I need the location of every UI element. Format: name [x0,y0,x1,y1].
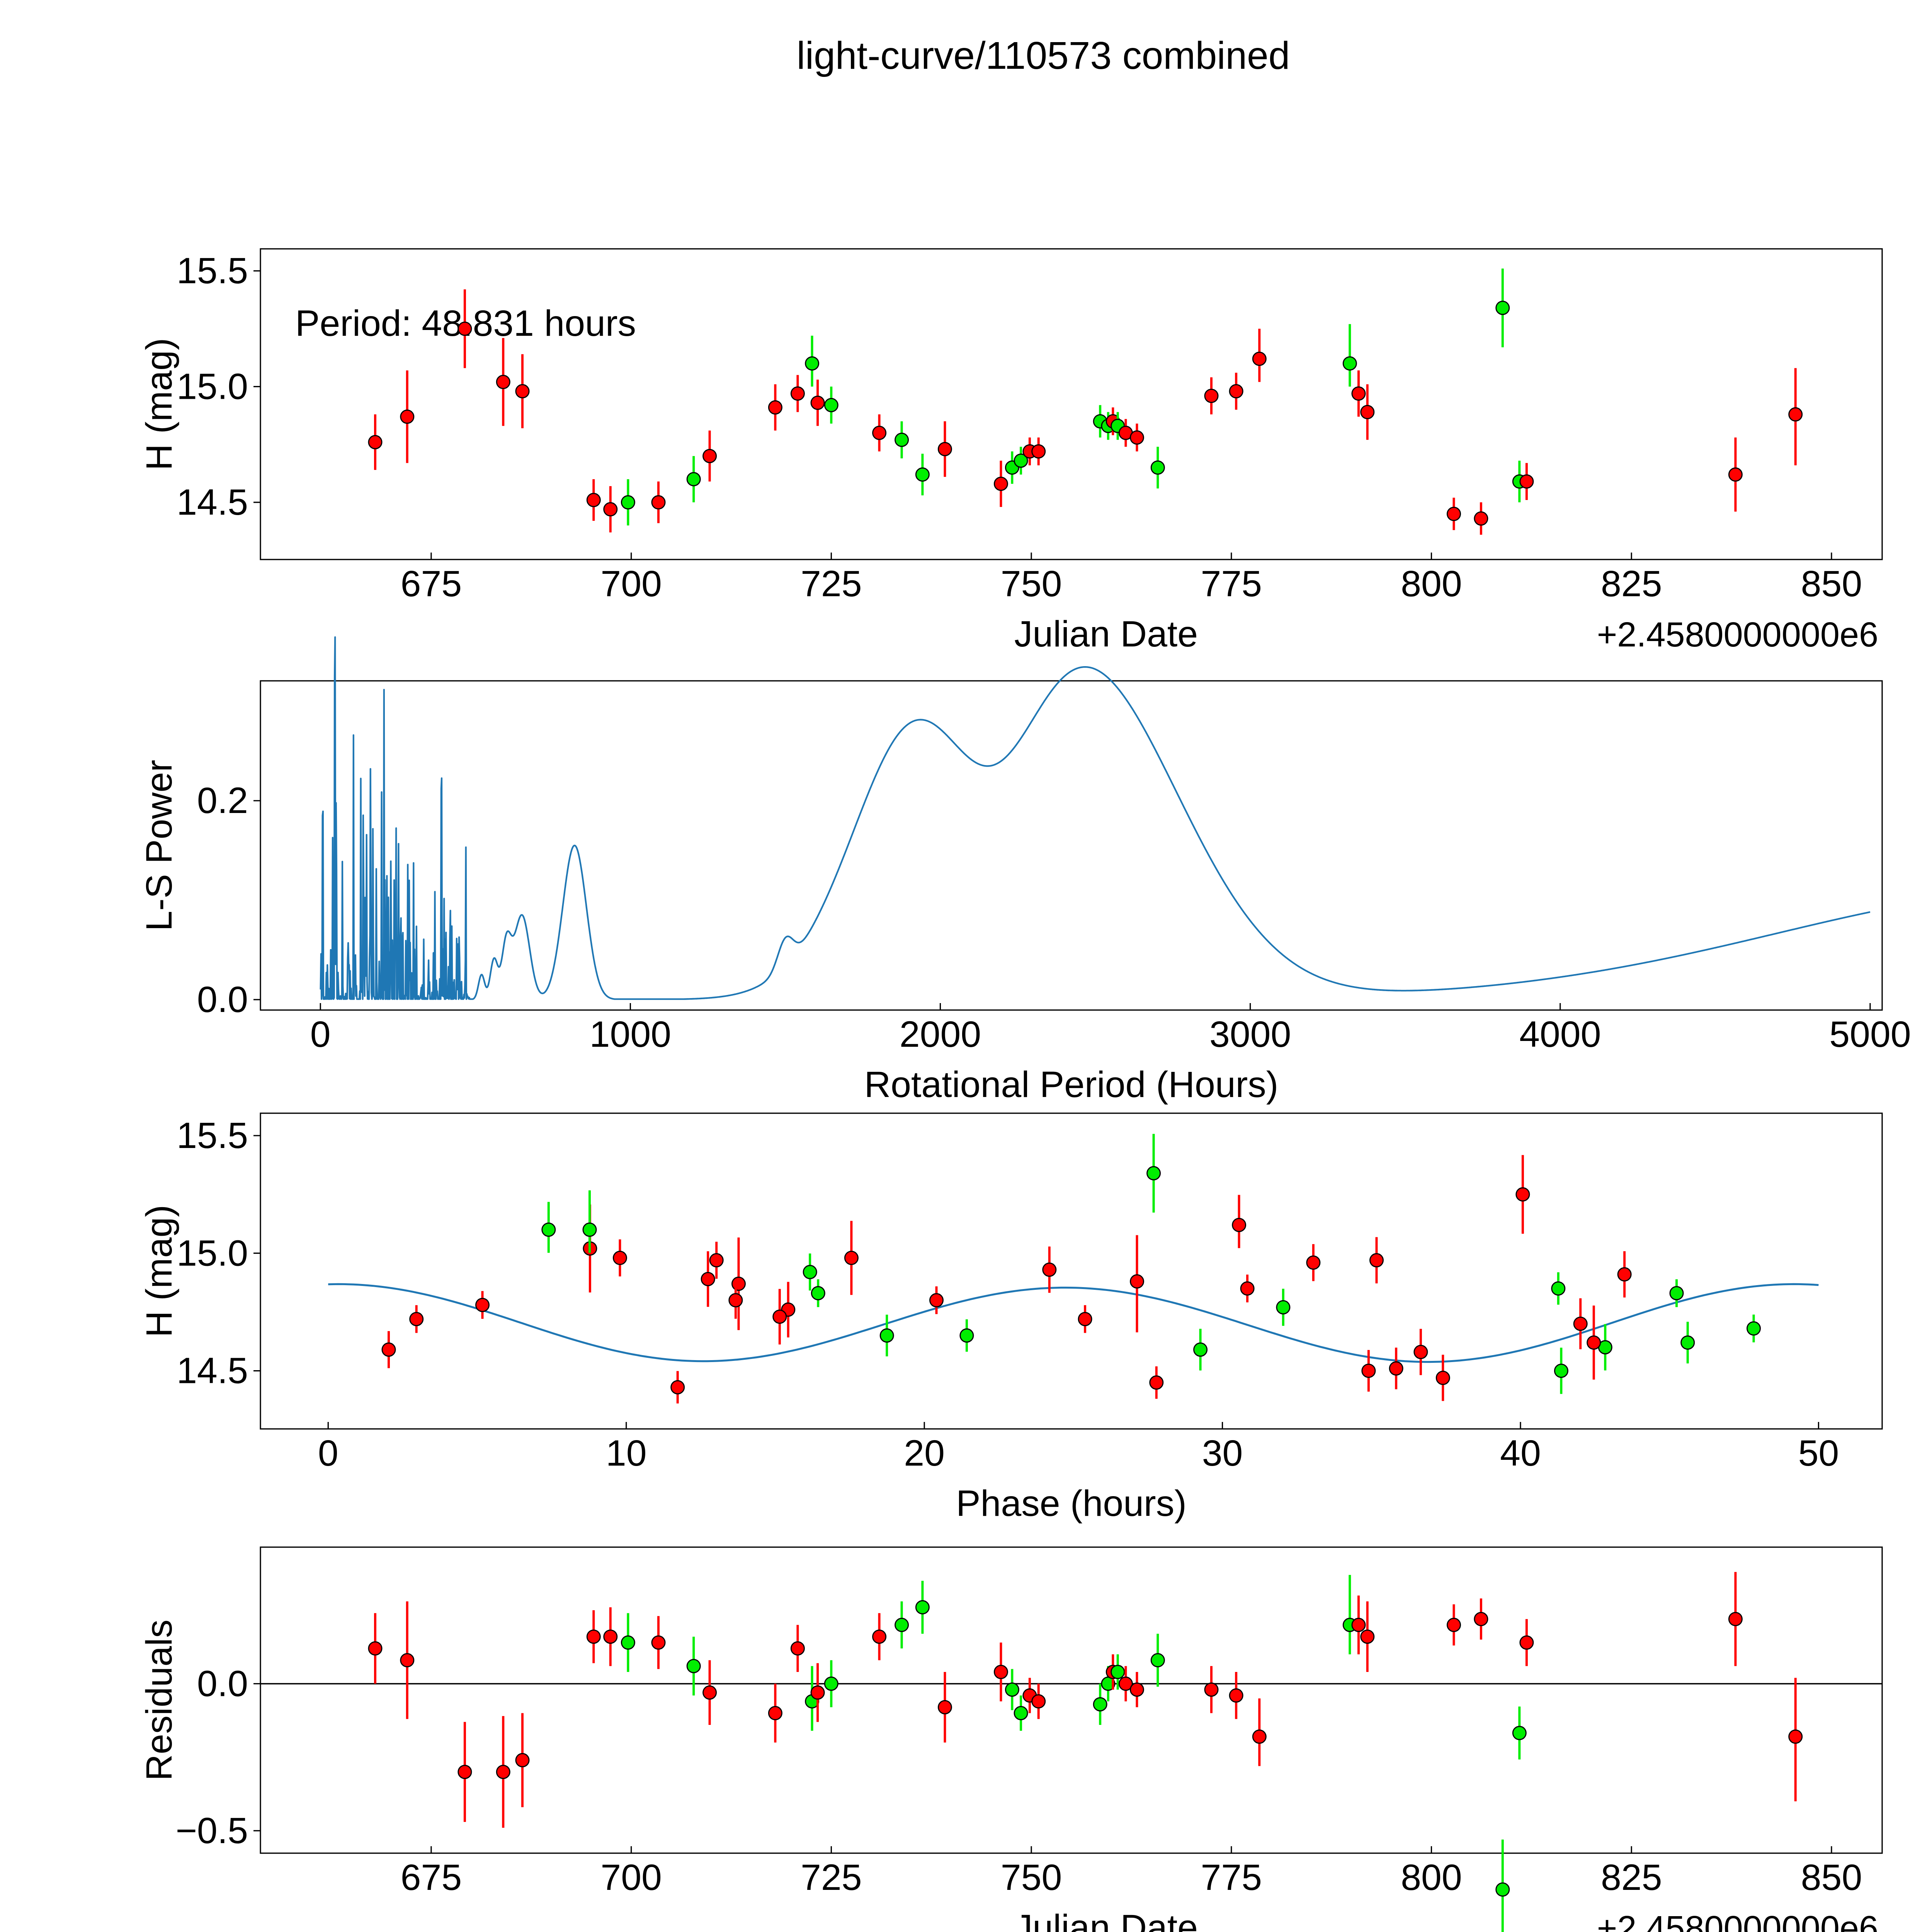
svg-text:800: 800 [1401,1857,1462,1898]
svg-text:5000: 5000 [1829,1014,1911,1055]
svg-text:2000: 2000 [900,1014,981,1055]
svg-text:850: 850 [1801,1857,1862,1898]
svg-text:700: 700 [600,563,662,604]
svg-text:1000: 1000 [590,1014,671,1055]
svg-text:30: 30 [1202,1433,1243,1474]
svg-text:675: 675 [401,1857,462,1898]
svg-text:20: 20 [904,1433,945,1474]
svg-text:Rotational Period (Hours): Rotational Period (Hours) [864,1064,1279,1105]
svg-text:775: 775 [1201,563,1262,604]
svg-text:light-curve/110573 combined: light-curve/110573 combined [797,34,1290,77]
svg-text:725: 725 [801,563,862,604]
svg-text:775: 775 [1201,1857,1262,1898]
svg-text:850: 850 [1801,563,1862,604]
svg-text:15.5: 15.5 [177,1115,248,1156]
svg-text:3000: 3000 [1209,1014,1291,1055]
svg-text:10: 10 [606,1433,647,1474]
svg-text:0.0: 0.0 [197,979,248,1020]
svg-text:50: 50 [1798,1433,1839,1474]
svg-text:40: 40 [1500,1433,1541,1474]
svg-text:0.0: 0.0 [197,1663,248,1704]
svg-text:Residuals: Residuals [139,1619,180,1781]
svg-text:Julian Date: Julian Date [1014,1907,1198,1932]
svg-text:H (mag): H (mag) [139,338,180,470]
svg-text:15.0: 15.0 [177,366,248,407]
svg-text:750: 750 [1001,563,1062,604]
svg-text:750: 750 [1001,1857,1062,1898]
svg-text:700: 700 [600,1857,662,1898]
svg-text:15.0: 15.0 [177,1233,248,1274]
svg-text:L-S Power: L-S Power [139,760,180,931]
svg-text:H (mag): H (mag) [139,1205,180,1337]
svg-text:15.5: 15.5 [177,250,248,291]
svg-text:Phase (hours): Phase (hours) [956,1483,1187,1524]
svg-text:725: 725 [801,1857,862,1898]
svg-text:825: 825 [1601,1857,1662,1898]
svg-text:0: 0 [318,1433,338,1474]
svg-text:14.5: 14.5 [177,482,248,523]
svg-text:−0.5: −0.5 [175,1810,248,1851]
svg-text:675: 675 [401,563,462,604]
svg-text:4000: 4000 [1519,1014,1601,1055]
svg-text:0: 0 [310,1014,331,1055]
svg-text:+2.4580000000e6: +2.4580000000e6 [1597,616,1878,654]
svg-text:Julian Date: Julian Date [1014,614,1198,655]
svg-text:+2.4580000000e6: +2.4580000000e6 [1597,1909,1878,1932]
svg-text:825: 825 [1601,563,1662,604]
svg-text:0.2: 0.2 [197,780,248,821]
svg-text:14.5: 14.5 [177,1350,248,1391]
svg-text:800: 800 [1401,563,1462,604]
